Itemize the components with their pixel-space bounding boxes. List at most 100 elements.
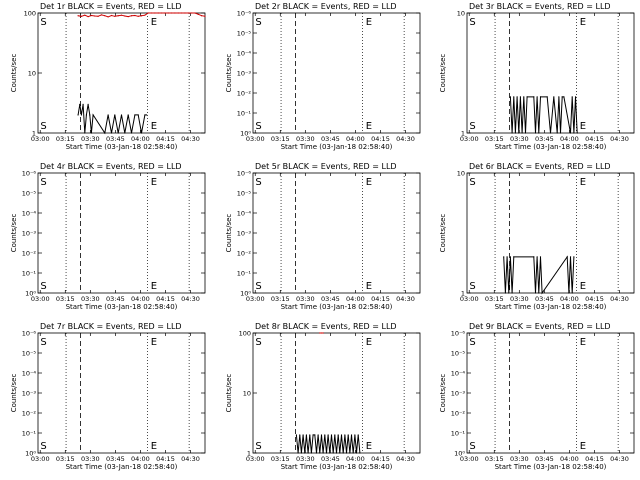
y-tick-label: 10⁻² (451, 410, 466, 418)
data-point (127, 16, 129, 18)
x-tick-label: 03:30 (296, 455, 315, 463)
panel-title: Det 1r BLACK = Events, RED = LLD (40, 2, 182, 11)
x-tick-label: 03:15 (271, 135, 290, 143)
data-point (538, 132, 540, 134)
marker-s: S (40, 17, 46, 28)
x-tick-label: 03:45 (106, 295, 125, 303)
plot-frame (466, 332, 635, 454)
y-tick-label: 10⁻¹ (22, 270, 37, 278)
data-point (523, 96, 525, 98)
data-point (295, 434, 298, 436)
data-point (513, 96, 515, 98)
y-tick-label: 10⁻⁴ (237, 50, 252, 58)
panel-title: Det 8r BLACK = Events, RED = LLD (255, 322, 397, 331)
y-tick-label: 10⁻⁶ (22, 330, 37, 338)
data-point (110, 132, 113, 134)
marker-e: E (580, 177, 586, 188)
y-tick-label: 10⁻⁶ (451, 330, 466, 338)
data-point (524, 132, 527, 134)
data-point (110, 14, 113, 17)
data-point (546, 96, 548, 98)
plot-frame (37, 332, 206, 454)
x-tick-label: 03:15 (56, 135, 75, 143)
x-tick-label: 03:30 (510, 455, 529, 463)
panel-7: Det 7r BLACK = Events, RED = LLD 03:00 03:… (10, 322, 206, 471)
data-point (513, 256, 515, 258)
data-point (157, 12, 159, 14)
y-tick-label: 10⁻⁶ (237, 170, 252, 178)
x-tick-label: 04:30 (181, 135, 200, 143)
data-point (514, 132, 517, 134)
plot-frame (37, 172, 206, 294)
marker-e: E (366, 281, 372, 292)
data-point (576, 132, 578, 134)
y-tick-label: 10⁻⁴ (237, 210, 252, 218)
data-point (300, 452, 303, 454)
data-point (77, 15, 79, 17)
y-tick-label: 10⁻³ (237, 70, 252, 78)
x-tick-label: 03:15 (271, 295, 290, 303)
plot-frame (466, 12, 635, 134)
data-point (347, 434, 349, 436)
data-point (120, 114, 123, 116)
series-line-events (77, 104, 147, 135)
marker-s: S (469, 281, 475, 292)
marker-s: S (40, 337, 46, 348)
x-tick-label: 04:30 (610, 295, 629, 303)
y-axis-label: Counts/sec (225, 374, 233, 413)
marker-e: E (151, 337, 157, 348)
panel-9: Det 9r BLACK = Events, RED = LLD 03:00 03:… (439, 322, 635, 471)
panel-title: Det 6r BLACK = Events, RED = LLD (469, 162, 611, 171)
x-tick-label: 03:15 (485, 295, 504, 303)
y-axis-label: Counts/sec (439, 374, 447, 413)
data-point (574, 96, 577, 98)
data-point (538, 292, 540, 294)
marker-s: S (255, 441, 261, 452)
y-tick-label: 10⁻² (22, 410, 37, 418)
data-point (541, 292, 543, 294)
x-tick-label: 04:30 (181, 295, 200, 303)
data-point (204, 15, 206, 17)
data-point (320, 332, 323, 334)
data-point (87, 103, 89, 105)
x-tick-label: 03:15 (485, 135, 504, 143)
data-point (506, 256, 508, 258)
data-point (107, 114, 109, 116)
data-point (566, 256, 568, 258)
data-point (164, 12, 166, 14)
x-tick-label: 03:30 (510, 295, 529, 303)
x-tick-label: 04:00 (131, 455, 150, 463)
data-point (150, 12, 153, 14)
y-tick-label: 10⁻¹ (22, 430, 37, 438)
x-tick-label: 04:00 (560, 135, 579, 143)
marker-s: S (40, 121, 46, 132)
y-tick-label: 1 (247, 450, 251, 458)
data-point (87, 16, 89, 18)
y-tick-label: 10 (457, 170, 465, 178)
x-tick-label: 04:00 (560, 455, 579, 463)
plot-frame (252, 12, 421, 134)
data-point (344, 434, 346, 436)
x-tick-label: 04:15 (371, 295, 390, 303)
data-point (354, 434, 356, 436)
panel-4: Det 4r BLACK = Events, RED = LLD 03:00 03:… (10, 162, 206, 311)
data-point (77, 114, 79, 116)
x-tick-label: 03:00 (460, 295, 479, 303)
data-point (536, 256, 538, 258)
data-point (299, 434, 301, 436)
data-point (154, 12, 156, 14)
y-tick-label: 10⁻⁵ (451, 350, 466, 358)
marker-e: E (151, 177, 157, 188)
panel-title: Det 2r BLACK = Events, RED = LLD (255, 2, 397, 11)
data-point (97, 15, 99, 17)
data-point (100, 14, 103, 16)
marker-e: E (151, 281, 157, 292)
data-point (191, 12, 193, 14)
x-tick-label: 04:30 (396, 455, 415, 463)
data-point (124, 132, 126, 134)
x-axis-label: Start Time (03-Jan-18 02:58:40) (66, 303, 178, 311)
x-tick-label: 04:00 (560, 295, 579, 303)
data-point (556, 132, 558, 134)
x-tick-label: 03:45 (535, 135, 554, 143)
marker-e: E (580, 337, 586, 348)
